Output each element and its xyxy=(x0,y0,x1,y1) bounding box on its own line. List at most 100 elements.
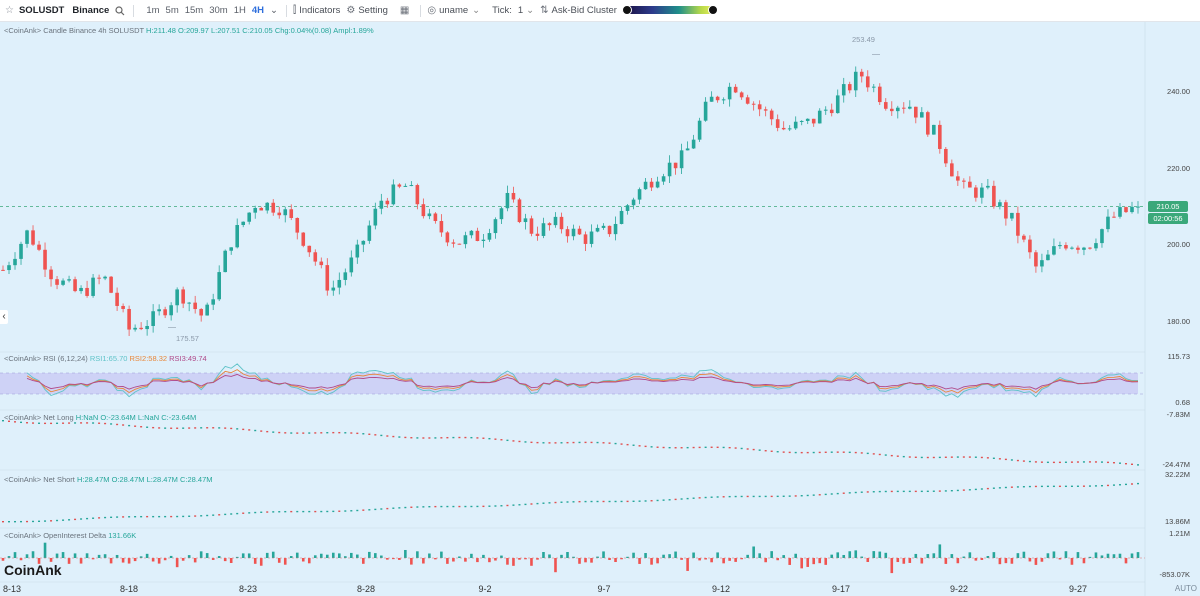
candle-body xyxy=(349,257,354,273)
high-price-marker: 253.49 xyxy=(852,35,875,44)
interval-button-4h[interactable]: 4H xyxy=(251,5,265,16)
candle-body xyxy=(61,280,65,285)
netlong-dot xyxy=(134,425,137,427)
interval-button-1h[interactable]: 1H xyxy=(233,5,246,16)
collapse-left-icon[interactable]: ‹ xyxy=(0,310,8,324)
interval-button-1m[interactable]: 1m xyxy=(146,5,160,16)
netshort-legend: <CoinAnk> Net Short H:28.47M O:28.47M L:… xyxy=(4,475,213,484)
netshort-dot xyxy=(134,516,137,518)
search-icon[interactable] xyxy=(115,5,125,16)
candle-body xyxy=(589,231,594,244)
oi-delta-bar xyxy=(73,553,77,558)
slider-handle-right[interactable] xyxy=(708,5,718,15)
candle-body xyxy=(313,252,318,262)
netshort-dot xyxy=(836,492,839,495)
oi-delta-bar xyxy=(1046,553,1050,558)
chart-area[interactable]: <CoinAnk> Candle Binance 4h SOLUSDT H:21… xyxy=(0,22,1200,596)
candle-body xyxy=(739,92,744,98)
rsi-line-3 xyxy=(26,373,1139,390)
tick-selector[interactable]: Tick: 1 ⌄ xyxy=(492,5,534,16)
netshort-dot xyxy=(368,509,371,511)
netshort-dot xyxy=(512,504,515,506)
oi-delta-bar xyxy=(470,553,473,558)
candle-body xyxy=(235,225,240,248)
oi-delta-bar xyxy=(860,556,864,558)
rsi-legend: <CoinAnk> RSI (6,12,24) RSI1:65.70 RSI2:… xyxy=(4,354,207,363)
user-selector[interactable]: ◎ uname ⌄ xyxy=(427,5,480,16)
exchange-label[interactable]: Binance xyxy=(72,5,110,16)
auto-scale-button[interactable]: AUTO xyxy=(1174,584,1197,593)
oi-delta-bar xyxy=(19,558,23,561)
indicators-button[interactable]: ⫿ Indicators xyxy=(293,5,340,16)
netshort-dot xyxy=(416,506,419,508)
netlong-dot xyxy=(494,438,497,440)
rsi-axis-top: 115.73 xyxy=(1167,352,1190,361)
netlong-dot xyxy=(56,422,59,425)
candle-body xyxy=(1004,202,1008,219)
netlong-dot xyxy=(686,446,689,449)
netshort-dot xyxy=(1106,484,1109,487)
netshort-dot xyxy=(146,515,149,518)
oi-delta-bar xyxy=(992,552,996,558)
oi-delta-bar xyxy=(584,558,587,563)
netlong-dot xyxy=(20,421,23,424)
oi-delta-bar xyxy=(1028,558,1032,562)
oi-delta-bar xyxy=(752,546,755,558)
candle-body xyxy=(391,184,396,205)
cluster-selector[interactable]: ⇅Ask-Bid Cluster ⌄ xyxy=(540,5,628,16)
netshort-dot xyxy=(362,509,365,511)
chart-canvas[interactable] xyxy=(0,22,1200,596)
candle-body xyxy=(139,327,143,330)
netshort-dot xyxy=(260,511,263,513)
netshort-dot xyxy=(1124,483,1127,486)
candle-body xyxy=(932,124,936,135)
oi-delta-bar xyxy=(1076,552,1080,558)
candle-body xyxy=(625,205,630,211)
netshort-dot xyxy=(584,500,587,503)
netlong-dot xyxy=(950,456,953,458)
interval-button-5m[interactable]: 5m xyxy=(165,5,179,16)
netlong-dot xyxy=(380,434,383,437)
color-gradient-slider[interactable] xyxy=(622,5,718,15)
layout-grid-button[interactable]: ▦ xyxy=(394,5,412,16)
interval-button-15m[interactable]: 15m xyxy=(184,5,204,16)
x-axis-label: 9-17 xyxy=(831,584,851,594)
candle-body xyxy=(547,223,552,226)
setting-button[interactable]: ⚙ Setting xyxy=(346,5,388,16)
oi-delta-bar xyxy=(295,552,299,558)
netshort-dot xyxy=(842,492,845,494)
candle-body xyxy=(907,106,912,109)
chevron-down-icon[interactable]: ⌄ xyxy=(270,5,278,16)
interval-button-30m[interactable]: 30m xyxy=(209,5,228,16)
candle-body xyxy=(481,239,486,242)
candle-body xyxy=(265,202,270,211)
candle-body xyxy=(643,181,648,190)
netshort-dot xyxy=(1112,484,1115,486)
favorite-star-icon[interactable]: ☆ xyxy=(5,5,14,16)
candle-body xyxy=(673,162,678,169)
netlong-dot xyxy=(536,441,539,444)
candle-body xyxy=(505,192,510,209)
candle-body xyxy=(727,86,732,100)
candle-body xyxy=(103,276,107,279)
slider-handle-left[interactable] xyxy=(622,5,632,15)
netshort-dot xyxy=(224,513,227,516)
oi-delta-bar xyxy=(980,558,984,560)
netshort-dot xyxy=(1137,482,1139,485)
tick-value: 1 xyxy=(517,5,524,16)
symbol-selector[interactable]: SOLUSDT xyxy=(18,5,65,16)
oi-delta-bar xyxy=(181,558,185,561)
candle-body xyxy=(1,269,5,271)
netlong-dot xyxy=(1082,461,1085,463)
oi-delta-bar xyxy=(938,544,942,558)
candle-body xyxy=(649,181,654,188)
oi-delta-bar xyxy=(193,558,197,563)
netlong-dot xyxy=(734,447,737,449)
candle-body xyxy=(295,217,300,233)
candle-body xyxy=(361,240,366,245)
oi-delta-bar xyxy=(722,558,725,564)
netlong-dot xyxy=(62,422,65,424)
cluster-label: Ask-Bid Cluster xyxy=(551,5,617,16)
setting-label: Setting xyxy=(358,5,388,16)
candle-body xyxy=(67,279,71,281)
